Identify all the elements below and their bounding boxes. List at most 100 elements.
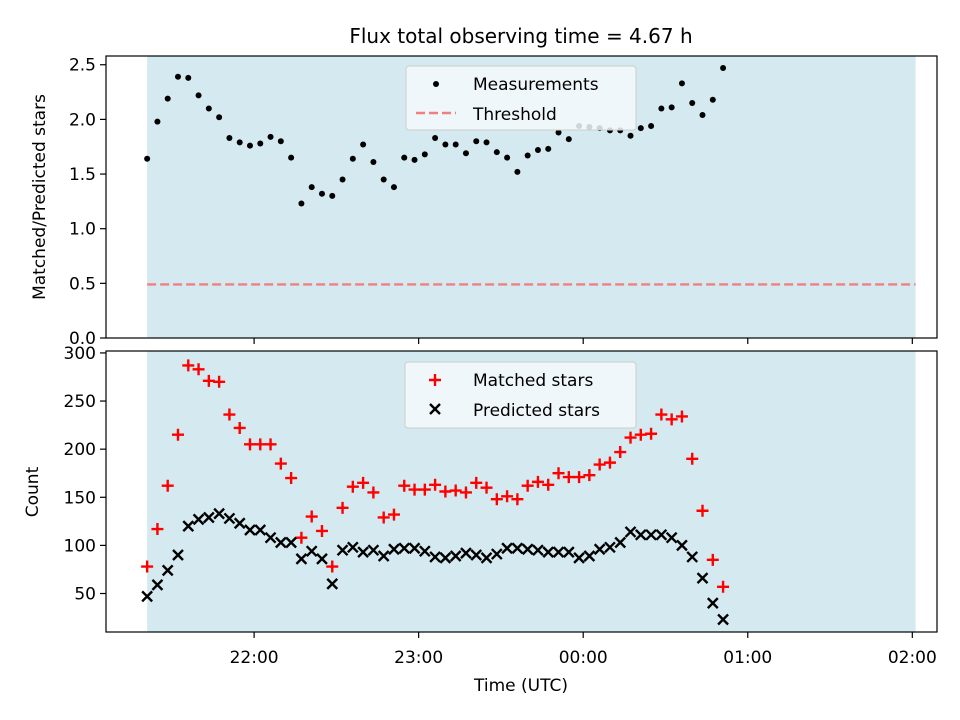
- measurement-point: [380, 176, 387, 183]
- matched-star-point: [315, 524, 328, 537]
- predicted-star-point: [439, 552, 452, 564]
- matched-star-point: [542, 478, 555, 491]
- predicted-star-point: [285, 536, 297, 549]
- matched-star-point: [377, 511, 390, 524]
- predicted-star-point: [202, 511, 215, 524]
- matched-star-point: [614, 446, 627, 459]
- matched-star-point: [336, 501, 349, 514]
- matched-star-point: [593, 458, 606, 471]
- matched-star-point: [717, 580, 730, 593]
- y-tick-label: 0.5: [69, 274, 96, 294]
- matched-star-point: [387, 508, 400, 521]
- matched-star-point: [531, 475, 544, 488]
- predicted-star-point: [182, 520, 195, 532]
- matched-star-point: [470, 476, 483, 489]
- x-tick-label: 02:00: [888, 648, 937, 668]
- predicted-star-point: [254, 524, 267, 536]
- matched-star-point: [171, 428, 184, 441]
- predicted-star-point: [449, 550, 462, 562]
- matched-star-point: [459, 486, 472, 499]
- matched-star-point: [326, 560, 339, 573]
- matched-star-point: [562, 471, 575, 484]
- predicted-star-point: [696, 572, 709, 584]
- matched-star-point: [408, 483, 421, 496]
- measurement-point: [514, 168, 521, 175]
- matched-star-point: [429, 478, 442, 491]
- predicted-star-point: [480, 552, 493, 564]
- predicted-star-point: [562, 546, 575, 558]
- predicted-star-point: [604, 541, 616, 554]
- measurement-point: [318, 190, 325, 197]
- measurement-point: [174, 73, 181, 80]
- matched-star-point: [521, 479, 534, 492]
- measurement-point: [216, 114, 223, 121]
- y-tick-label: 300: [64, 344, 96, 364]
- matched-star-point: [675, 410, 688, 423]
- panel-counts: 50 100 150 200 250 300 22:00 23:00 00:00 01:00 02…: [23, 344, 938, 696]
- predicted-star-point: [244, 524, 256, 536]
- measurement-point: [545, 145, 552, 152]
- predicted-star-point: [655, 528, 668, 541]
- predicted-star-point: [213, 507, 225, 520]
- matched-star-point: [439, 485, 452, 498]
- predicted-star-point: [686, 551, 699, 563]
- predicted-star-markers: [141, 507, 729, 626]
- predicted-star-point: [521, 543, 534, 556]
- matched-star-point: [449, 484, 462, 497]
- predicted-star-point: [223, 512, 236, 525]
- measurement-point: [648, 122, 655, 129]
- measurement-point: [699, 112, 706, 119]
- predicted-star-point: [624, 526, 637, 538]
- predicted-star-point: [501, 542, 513, 555]
- measurement-point: [421, 151, 428, 158]
- panel-ratio: 0.0 0.5 1.0 1.5 2.0 2.5 Matched/Predicted sta…: [30, 55, 938, 349]
- x-tick-label: 01:00: [723, 648, 772, 668]
- predicted-star-point: [264, 531, 277, 544]
- matched-star-point: [706, 553, 719, 566]
- measurement-point: [473, 138, 480, 145]
- predicted-star-point: [717, 613, 729, 626]
- measurement-point: [349, 155, 356, 162]
- y-tick-label: 200: [64, 440, 96, 460]
- matched-star-point: [603, 456, 616, 469]
- measurement-point: [462, 150, 469, 157]
- y-axis-ticks-top: 0.0 0.5 1.0 1.5 2.0 2.5: [69, 56, 106, 349]
- predicted-star-point: [274, 536, 287, 549]
- measurement-point: [534, 147, 541, 153]
- plot-frame-top: [105, 55, 938, 339]
- predicted-star-point: [706, 597, 719, 609]
- matched-star-point: [161, 479, 174, 492]
- predicted-star-point: [141, 590, 153, 603]
- matched-star-point: [141, 560, 154, 573]
- matched-star-point: [624, 431, 637, 444]
- predicted-star-point: [151, 578, 164, 591]
- measurement-point: [411, 156, 418, 163]
- matched-star-point: [552, 467, 565, 480]
- matched-star-point: [665, 413, 678, 426]
- matched-star-point: [223, 408, 236, 421]
- measurement-point: [308, 184, 315, 191]
- measurement-point: [154, 118, 161, 125]
- y-axis-label-top: Matched/Predicted stars: [30, 94, 50, 300]
- x-tick-label: 00:00: [559, 648, 608, 668]
- measurement-point: [432, 134, 439, 141]
- predicted-star-point: [593, 543, 606, 556]
- y-tick-label: 50: [74, 585, 96, 605]
- matched-star-point: [634, 428, 647, 441]
- matched-star-point: [573, 471, 586, 484]
- y-tick-label: 0.0: [69, 329, 96, 349]
- matched-star-point: [233, 421, 246, 434]
- legend-measurements-label: Measurements: [473, 75, 599, 95]
- measurement-point: [627, 132, 634, 139]
- predicted-star-point: [429, 551, 441, 563]
- matched-star-markers: [141, 359, 730, 593]
- predicted-star-point: [172, 549, 184, 561]
- predicted-star-point: [398, 542, 411, 555]
- measurement-point: [144, 155, 151, 162]
- predicted-star-point: [316, 553, 328, 565]
- measurement-point: [483, 139, 490, 146]
- chart-title: Flux total observing time = 4.67 h: [349, 24, 692, 48]
- measurement-point: [288, 154, 295, 161]
- predicted-star-point: [645, 528, 657, 541]
- predicted-star-point: [552, 546, 565, 558]
